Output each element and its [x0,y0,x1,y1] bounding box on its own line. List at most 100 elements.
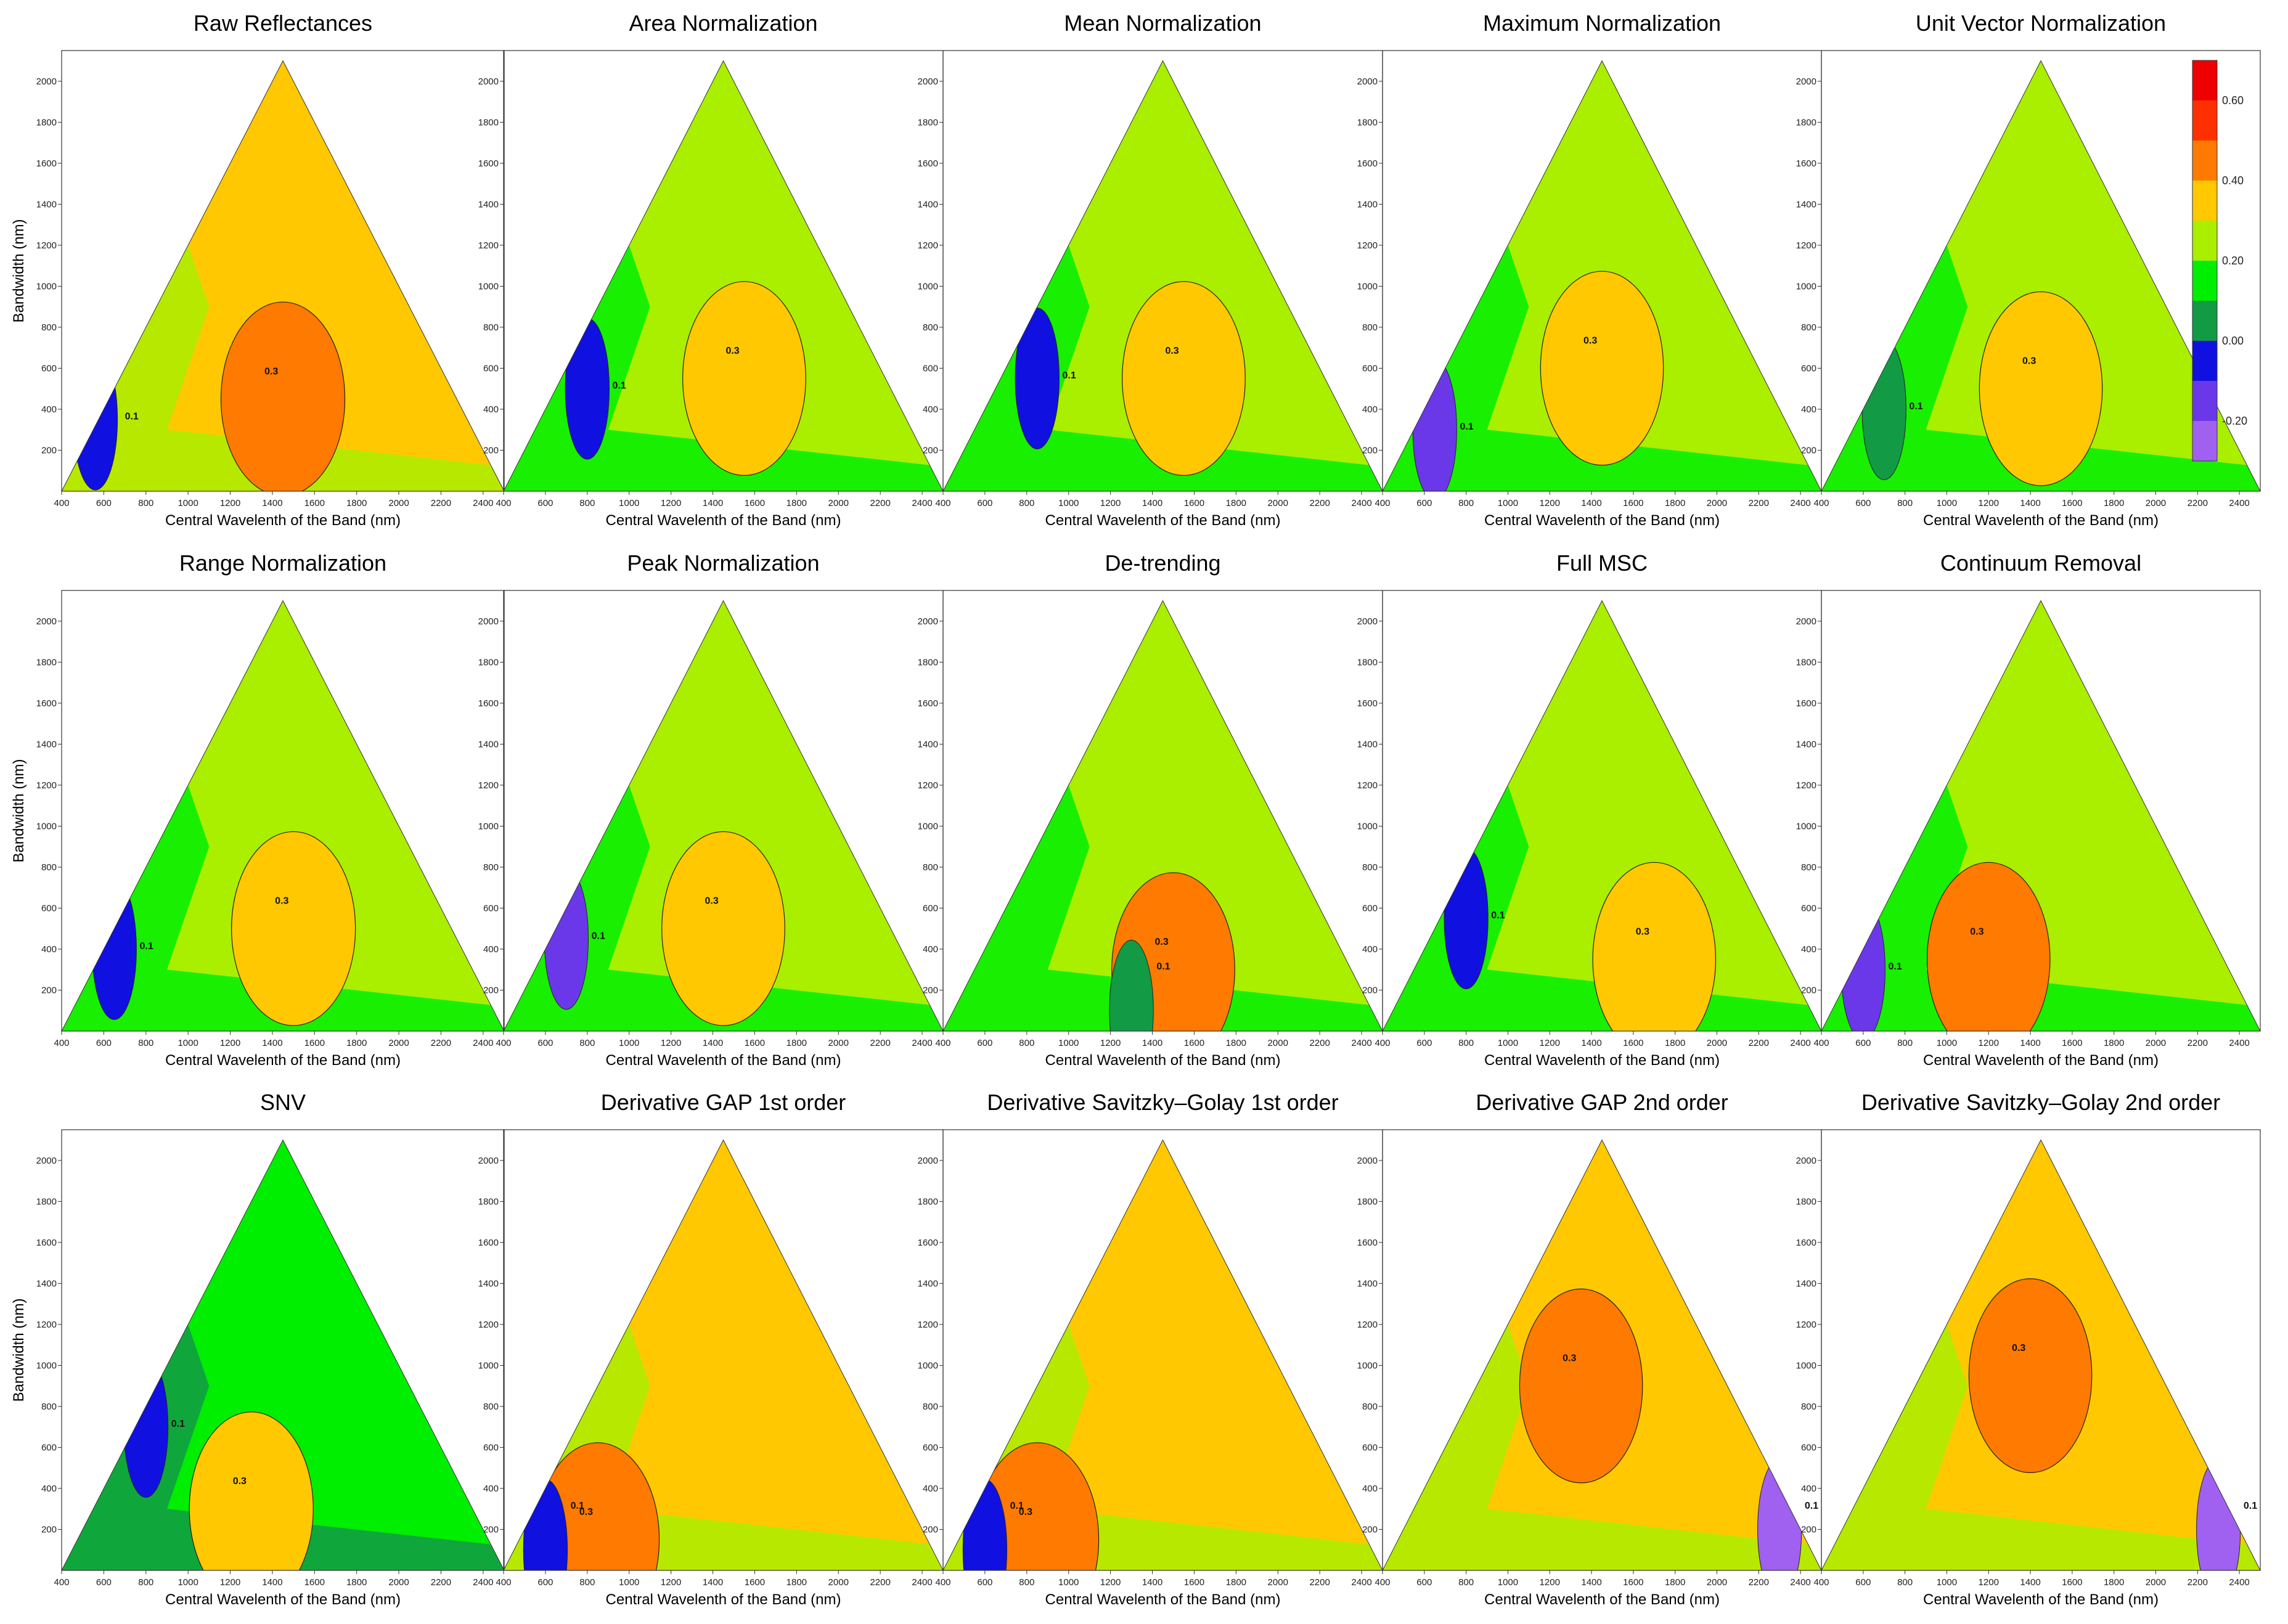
panel: 0.3 0.1 Continuum Removal 400 600 800 1000 1200… [1796,550,2261,1069]
x-tick-label: 800 [1019,1038,1034,1048]
x-tick-label: 2200 [2188,1577,2208,1588]
y-tick-label: 1800 [478,657,499,667]
x-tick-label: 1600 [2062,1577,2082,1588]
x-axis-label: Central Wavelenth of the Band (nm) [606,1052,841,1069]
y-tick-label: 1600 [478,158,499,169]
y-tick-label: 2000 [1357,76,1378,87]
x-tick-label: 2400 [1790,1038,1810,1048]
x-tick-label: 1200 [220,498,240,508]
low-value-region [1015,308,1060,449]
y-tick-label: 600 [923,363,938,373]
x-tick-label: 2400 [1351,498,1371,508]
y-tick-label: 2000 [36,616,57,627]
x-tick-label: 600 [96,498,112,508]
high-value-region [1122,281,1246,476]
x-axis-label: Central Wavelenth of the Band (nm) [1484,512,1720,529]
y-axis-label: Bandwidth (nm) [10,1298,27,1402]
x-tick-label: 2200 [1309,1577,1330,1588]
x-tick-label: 2400 [473,1038,493,1048]
y-tick-label: 200 [1801,1524,1816,1535]
x-tick-label: 600 [96,1038,112,1048]
x-tick-label: 600 [537,1577,553,1588]
x-tick-label: 1400 [2020,498,2040,508]
x-tick-label: 1600 [745,1577,765,1588]
x-tick-label: 1200 [661,498,681,508]
x-axis-label: Central Wavelenth of the Band (nm) [606,512,841,529]
lower-band-region [62,1324,504,1570]
x-tick-label: 600 [537,498,553,508]
y-tick-label: 1000 [36,821,57,831]
y-tick-label: 1000 [918,281,938,292]
x-tick-label: 1000 [619,498,639,508]
contour-field [1383,60,1821,491]
y-tick-label: 1800 [1357,657,1378,667]
x-tick-label: 1200 [661,1038,681,1048]
x-tick-label: 800 [579,498,595,508]
y-tick-label: 800 [483,322,499,333]
x-tick-label: 1000 [1058,1038,1079,1048]
x-tick-label: 600 [1855,498,1871,508]
contour-label: 0.1 [571,1501,584,1511]
y-tick-label: 2000 [1796,1156,1816,1166]
x-tick-label: 800 [138,1038,153,1048]
contour-field [504,1140,943,1570]
colorbar-segment [2192,421,2217,461]
y-tick-label: 1600 [478,1238,499,1248]
colorbar-segment [2192,381,2217,421]
y-tick-label: 1400 [478,739,499,749]
y-tick-label: 1000 [1357,281,1378,292]
x-tick-label: 1600 [304,1038,325,1048]
y-tick-label: 1400 [1796,199,1816,210]
y-tick-label: 800 [1801,1402,1816,1412]
low-value-region [123,1356,169,1498]
colorbar-tick-label: 0.60 [2222,94,2244,107]
x-tick-label: 800 [1019,1577,1034,1588]
y-tick-label: 1800 [918,657,938,667]
y-tick-label: 1400 [1357,1278,1378,1289]
y-tick-label: 1600 [918,698,938,709]
colorbar: 0.60 0.40 0.20 0.00 -0.20 [2192,60,2247,462]
panel: 0.3 0.1 Maximum Normalization 400 600 800 1000… [1357,10,1822,529]
y-tick-label: 800 [1362,322,1378,333]
contour-field [62,600,504,1031]
y-tick-label: 400 [41,1483,57,1494]
x-tick-label: 400 [1375,1577,1390,1588]
x-tick-label: 800 [1458,1038,1474,1048]
y-tick-label: 1600 [36,158,57,169]
x-tick-label: 2200 [1309,498,1330,508]
y-tick-label: 1400 [36,199,57,210]
y-tick-label: 800 [1362,1402,1378,1412]
y-tick-label: 200 [1801,445,1816,455]
x-tick-label: 2200 [870,498,890,508]
contour-label: 0.1 [1909,401,1922,412]
x-tick-label: 400 [1813,1577,1829,1588]
y-tick-label: 1200 [478,780,499,791]
y-tick-label: 1400 [918,1278,938,1289]
y-tick-label: 2000 [478,616,499,627]
x-tick-label: 2000 [388,498,409,508]
y-tick-label: 400 [1801,404,1816,415]
y-tick-label: 1400 [478,199,499,210]
contour-label: 0.1 [613,381,626,391]
panel: 0.30.1 Derivative Savitzky–Golay 1st orde… [918,1090,1383,1608]
colorbar-tick-label: 0.20 [2222,255,2244,267]
x-axis-label: Central Wavelenth of the Band (nm) [1923,1591,2159,1608]
y-tick-label: 600 [483,903,499,913]
y-tick-label: 600 [483,363,499,373]
y-tick-label: 800 [1362,862,1378,873]
y-tick-label: 2000 [918,616,938,627]
x-tick-label: 400 [1375,498,1390,508]
contour-label: 0.3 [705,896,719,907]
low-value-region [1412,359,1457,491]
contour-label: 0.3 [275,896,288,907]
y-tick-label: 1000 [1796,821,1816,831]
x-tick-label: 1800 [346,1577,367,1588]
y-tick-label: 1200 [1796,240,1816,251]
contour-label: 0.1 [1805,1501,1818,1511]
lower-band-region [943,785,1383,1031]
y-tick-label: 1800 [1796,117,1816,128]
y-tick-label: 600 [1362,363,1378,373]
colorbar-segment [2192,301,2217,341]
y-tick-label: 200 [1801,985,1816,995]
x-tick-label: 600 [96,1577,112,1588]
